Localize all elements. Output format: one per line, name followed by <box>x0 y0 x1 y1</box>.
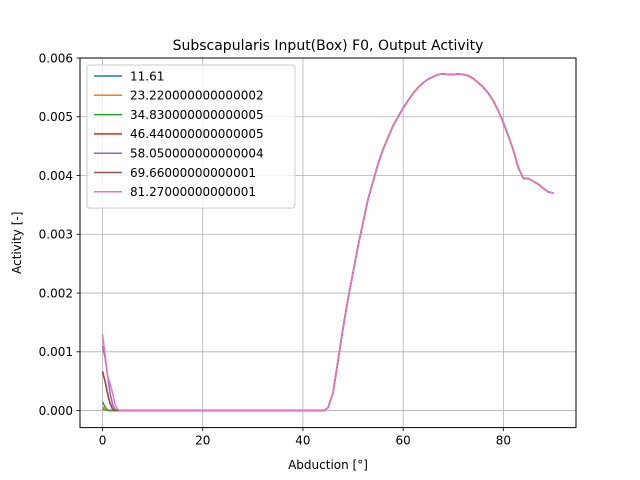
y-tick-label: 0.003 <box>39 228 73 242</box>
grid <box>80 57 576 428</box>
plot-frame <box>79 57 577 429</box>
y-tick-label: 0.001 <box>39 345 73 359</box>
y-tick-label: 0.006 <box>39 51 73 65</box>
x-tick-label: 0 <box>99 434 107 448</box>
chart-title: Subscapularis Input(Box) F0, Output Acti… <box>173 38 484 54</box>
legend-label: 69.66000000000001 <box>130 166 256 180</box>
x-tick-label: 40 <box>295 434 310 448</box>
x-axis-label: Abduction [°] <box>288 458 368 472</box>
x-tick-label: 60 <box>396 434 411 448</box>
y-tick-label: 0.004 <box>39 169 73 183</box>
y-axis-label: Activity [-] <box>10 212 24 274</box>
x-tick-label: 20 <box>195 434 210 448</box>
series-lines <box>101 73 554 412</box>
y-tick-label: 0.000 <box>39 404 73 418</box>
legend-box <box>86 64 296 209</box>
legend-label: 23.220000000000002 <box>130 89 264 103</box>
x-tick-label: 80 <box>496 434 511 448</box>
axis-ticks: 0 20 40 60 80 0.000 0.001 0.002 0.003 0.004 0.005 0… <box>39 51 511 447</box>
y-tick-label: 0.002 <box>39 286 73 300</box>
legend-label: 46.440000000000005 <box>130 127 264 141</box>
legend-label: 81.27000000000001 <box>130 185 256 199</box>
legend-label: 58.050000000000004 <box>130 147 264 161</box>
legend: 11.61 23.220000000000002 34.83000000000000… <box>86 64 296 209</box>
legend-label: 34.830000000000005 <box>130 108 264 122</box>
series-line <box>101 73 554 412</box>
y-tick-label: 0.005 <box>39 110 73 124</box>
legend-label: 11.61 <box>130 69 164 83</box>
